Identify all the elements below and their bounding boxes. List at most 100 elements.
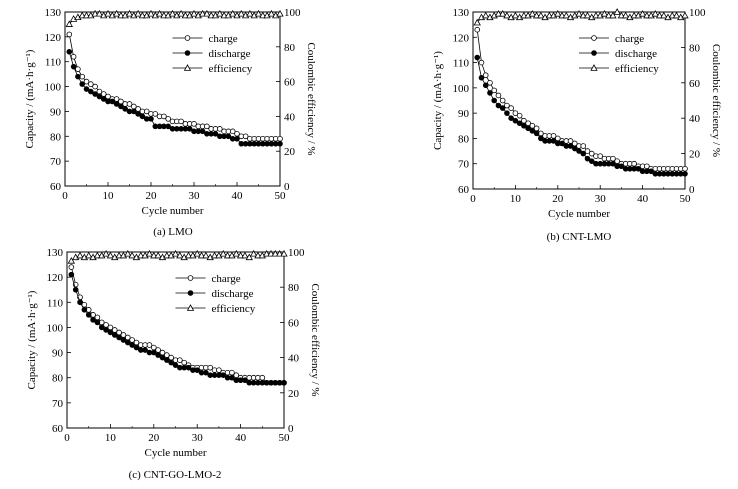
y-tick-label: 110 [47, 297, 64, 309]
data-point-efficiency [168, 9, 177, 17]
data-point-discharge [92, 91, 98, 97]
data-point-efficiency [91, 9, 99, 17]
data-point-efficiency [232, 249, 240, 257]
data-point-discharge [533, 130, 540, 137]
y2-tick-label: 0 [689, 184, 695, 196]
data-point-efficiency [67, 256, 76, 264]
data-point-discharge [277, 140, 283, 147]
data-point-discharge [131, 108, 137, 115]
data-point-efficiency [558, 11, 566, 19]
data-point-discharge [229, 374, 235, 381]
data-point-charge [207, 364, 214, 371]
data-point-efficiency [137, 251, 145, 259]
data-point-efficiency [202, 251, 210, 259]
panel-caption: (b) CNT-LMO [547, 231, 612, 243]
data-point-efficiency [528, 9, 537, 17]
data-point-charge [152, 111, 159, 117]
data-point-discharge [512, 117, 519, 124]
y2-axis-label: Coulombic efficiency / % [305, 42, 317, 155]
data-point-discharge [482, 82, 489, 89]
data-point-efficiency [259, 11, 267, 19]
data-point-discharge [83, 86, 90, 92]
x-tick-label: 50 [680, 193, 692, 205]
data-point-efficiency [668, 11, 676, 19]
data-point-efficiency [134, 9, 142, 17]
y-tick-label: 80 [458, 133, 470, 145]
data-point-efficiency [176, 251, 184, 259]
data-point-discharge [165, 123, 172, 130]
x-tick-label: 50 [275, 190, 287, 202]
data-point-discharge [580, 150, 587, 157]
data-point-efficiency [163, 251, 171, 259]
data-point-discharge [88, 88, 94, 95]
data-point-efficiency [125, 9, 134, 17]
data-point-discharge [107, 329, 114, 336]
data-point-efficiency [655, 11, 664, 19]
data-point-efficiency [575, 9, 583, 17]
data-point-efficiency [617, 11, 626, 19]
data-point-efficiency [93, 251, 102, 259]
x-tick-label: 50 [279, 432, 291, 444]
data-point-discharge [75, 73, 81, 80]
data-point-discharge [109, 98, 116, 105]
data-point-efficiency [276, 9, 284, 17]
data-point-efficiency [494, 9, 503, 17]
data-point-discharge [118, 103, 124, 110]
data-point-efficiency [138, 11, 147, 19]
data-point-efficiency [249, 249, 258, 257]
data-point-charge [491, 87, 498, 94]
data-point-efficiency [145, 249, 154, 257]
x-tick-label: 20 [148, 432, 160, 444]
data-point-discharge [113, 101, 120, 107]
data-point-discharge [576, 148, 582, 154]
data-point-efficiency [177, 9, 185, 17]
y-tick-label: 70 [50, 156, 62, 168]
data-point-efficiency [236, 251, 245, 259]
data-point-efficiency [147, 9, 155, 17]
data-point-discharge [584, 155, 591, 162]
data-point-efficiency [681, 11, 689, 19]
data-point-efficiency [638, 9, 647, 17]
chart-panel-cnt-go-lmo-2: 0 10 20 30 40 50 60 70 80 90 100 110 120 130 0 20 40 60 80… [26, 247, 321, 481]
data-point-efficiency [241, 251, 249, 259]
data-point-efficiency [267, 9, 276, 17]
y2-tick-label: 80 [288, 282, 300, 294]
data-point-discharge [164, 357, 170, 363]
x-tick-label: 30 [192, 432, 204, 444]
y2-tick-label: 20 [288, 388, 300, 400]
data-point-charge [482, 72, 489, 79]
legend-marker [186, 304, 195, 311]
data-point-efficiency [229, 9, 237, 17]
data-point-discharge [151, 349, 157, 356]
data-point-charge [75, 66, 81, 72]
x-tick-label: 0 [62, 190, 68, 202]
data-point-charge [495, 92, 502, 99]
y2-tick-label: 40 [689, 113, 701, 125]
data-point-charge [229, 128, 236, 135]
data-point-efficiency [583, 11, 592, 19]
data-point-discharge [98, 324, 105, 331]
data-point-discharge [199, 128, 206, 135]
data-point-efficiency [203, 9, 211, 17]
y-tick-label: 60 [50, 181, 62, 193]
data-point-discharge [559, 140, 565, 147]
legend-marker [187, 290, 194, 296]
y-tick-label: 120 [45, 32, 62, 44]
data-point-charge [126, 101, 133, 107]
legend-label: efficiency [615, 63, 659, 75]
data-point-charge [584, 148, 591, 154]
data-point-discharge [635, 165, 642, 172]
data-point-discharge [538, 135, 544, 142]
data-point-discharge [474, 54, 481, 61]
data-point-efficiency [254, 251, 262, 259]
data-point-discharge [77, 299, 83, 306]
data-point-discharge [588, 158, 595, 164]
y-tick-label: 80 [52, 373, 64, 385]
data-point-charge [191, 121, 197, 127]
data-point-discharge [504, 110, 510, 116]
y2-tick-label: 20 [689, 149, 701, 161]
legend-label: charge [209, 33, 238, 45]
legend-marker [184, 50, 191, 56]
data-point-efficiency [275, 249, 284, 257]
